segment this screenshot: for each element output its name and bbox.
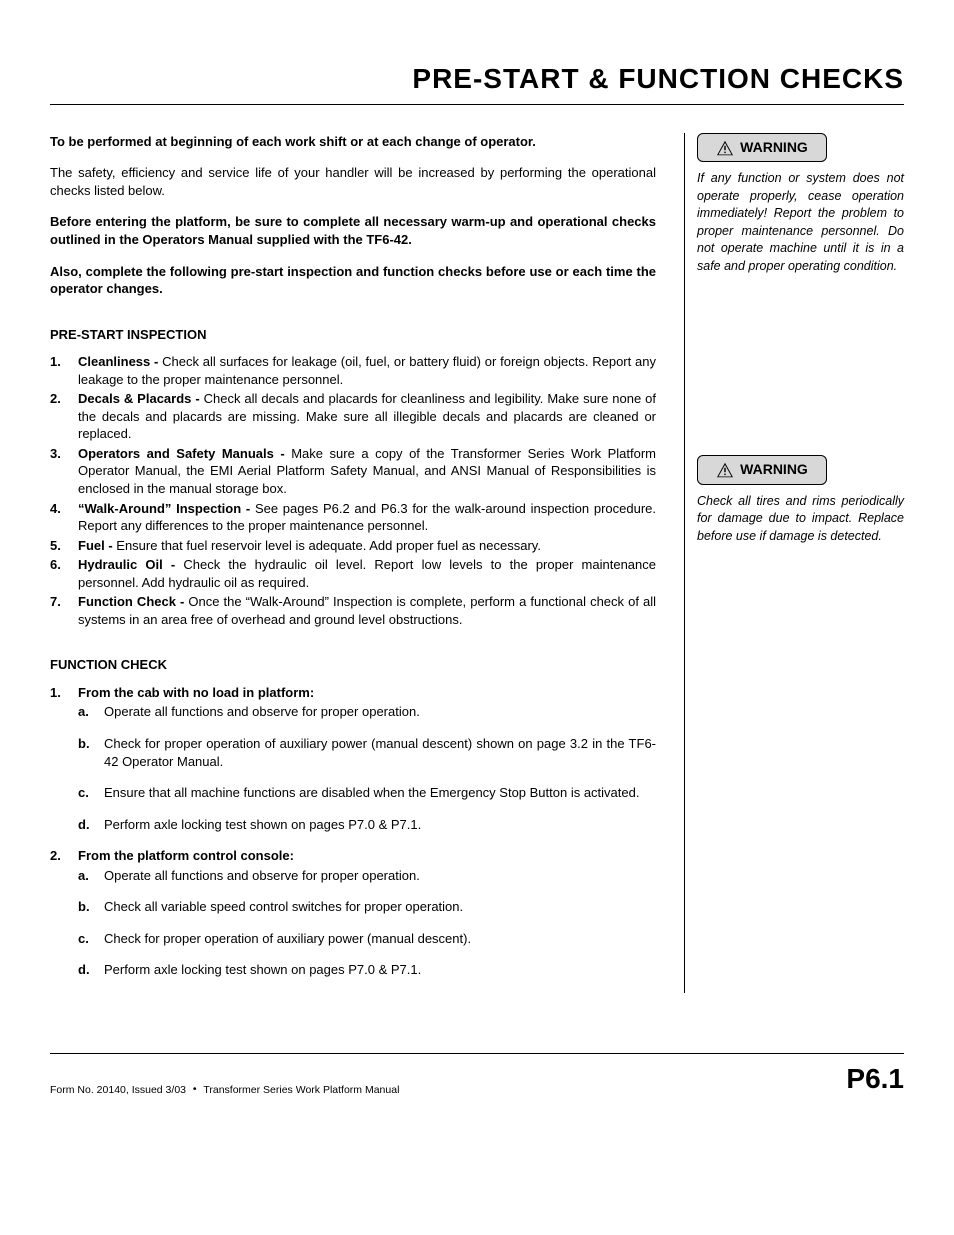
item-lead: Operators and Safety Manuals - — [78, 446, 291, 461]
prestart-item: 2.Decals & Placards - Check all decals a… — [50, 390, 656, 443]
prestart-item: 6.Hydraulic Oil - Check the hydraulic oi… — [50, 556, 656, 591]
item-text: Fuel - Ensure that fuel reservoir level … — [78, 537, 656, 555]
sub-letter: a. — [78, 867, 104, 885]
warning-text-1: If any function or system does not opera… — [697, 170, 904, 275]
sub-item: c.Check for proper operation of auxiliar… — [78, 930, 656, 948]
sub-letter: b. — [78, 735, 104, 770]
prestart-item: 7.Function Check - Once the “Walk-Around… — [50, 593, 656, 628]
item-number: 6. — [50, 556, 78, 591]
warning-label: WARNING — [740, 460, 808, 480]
bullet-icon: • — [193, 1082, 197, 1096]
group-sub-wrap: a.Operate all functions and observe for … — [50, 703, 656, 833]
sub-item: b.Check all variable speed control switc… — [78, 898, 656, 916]
item-text: Decals & Placards - Check all decals and… — [78, 390, 656, 443]
warning-block-1: WARNING If any function or system does n… — [697, 133, 904, 276]
warning-icon — [716, 462, 734, 478]
prestart-item: 3.Operators and Safety Manuals - Make su… — [50, 445, 656, 498]
sub-text: Perform axle locking test shown on pages… — [104, 816, 656, 834]
sub-list: a.Operate all functions and observe for … — [78, 867, 656, 979]
item-number: 4. — [50, 500, 78, 535]
warning-box: WARNING — [697, 455, 827, 485]
footer-left: Form No. 20140, Issued 3/03 • Transforme… — [50, 1082, 399, 1098]
sub-text: Operate all functions and observe for pr… — [104, 703, 656, 721]
warning-box: WARNING — [697, 133, 827, 163]
page-number: P6.1 — [846, 1060, 904, 1098]
page-title: PRE-START & FUNCTION CHECKS — [50, 60, 904, 105]
functioncheck-heading: FUNCTION CHECK — [50, 656, 656, 674]
prestart-heading: PRE-START INSPECTION — [50, 326, 656, 344]
item-lead: Hydraulic Oil - — [78, 557, 183, 572]
sub-item: c.Ensure that all machine functions are … — [78, 784, 656, 802]
sub-item: a.Operate all functions and observe for … — [78, 867, 656, 885]
item-number: 5. — [50, 537, 78, 555]
prestart-list: 1.Cleanliness - Check all surfaces for l… — [50, 353, 656, 628]
sub-text: Ensure that all machine functions are di… — [104, 784, 656, 802]
sub-list: a.Operate all functions and observe for … — [78, 703, 656, 833]
body-wrap: To be performed at beginning of each wor… — [50, 133, 904, 993]
group-sub-wrap: a.Operate all functions and observe for … — [50, 867, 656, 979]
sub-letter: c. — [78, 784, 104, 802]
warning-label: WARNING — [740, 138, 808, 158]
sub-item: b.Check for proper operation of auxiliar… — [78, 735, 656, 770]
prestart-item: 5.Fuel - Ensure that fuel reservoir leve… — [50, 537, 656, 555]
warning-icon — [716, 140, 734, 156]
intro-p4: Also, complete the following pre-start i… — [50, 263, 656, 298]
item-lead: “Walk-Around” Inspection - — [78, 501, 255, 516]
sub-letter: a. — [78, 703, 104, 721]
sub-text: Perform axle locking test shown on pages… — [104, 961, 656, 979]
sub-letter: c. — [78, 930, 104, 948]
functioncheck-group-head: 1.From the cab with no load in platform: — [50, 684, 656, 702]
sub-text: Operate all functions and observe for pr… — [104, 867, 656, 885]
item-text: Cleanliness - Check all surfaces for lea… — [78, 353, 656, 388]
item-lead: Decals & Placards - — [78, 391, 204, 406]
sub-item: d.Perform axle locking test shown on pag… — [78, 816, 656, 834]
functioncheck-list: 1.From the cab with no load in platform:… — [50, 684, 656, 979]
functioncheck-group-head: 2.From the platform control console: — [50, 847, 656, 865]
main-column: To be performed at beginning of each wor… — [50, 133, 656, 993]
item-number: 1. — [50, 353, 78, 388]
footer-form-no: Form No. 20140, Issued 3/03 — [50, 1083, 186, 1095]
sub-text: Check for proper operation of auxiliary … — [104, 930, 656, 948]
warning-block-2: WARNING Check all tires and rims periodi… — [697, 455, 904, 545]
item-number: 2. — [50, 390, 78, 443]
group-title: From the cab with no load in platform: — [78, 684, 656, 702]
group-number: 1. — [50, 684, 78, 702]
group-number: 2. — [50, 847, 78, 865]
sub-letter: d. — [78, 816, 104, 834]
item-lead: Cleanliness - — [78, 354, 162, 369]
intro-p2: The safety, efficiency and service life … — [50, 164, 656, 199]
sub-item: d.Perform axle locking test shown on pag… — [78, 961, 656, 979]
item-number: 3. — [50, 445, 78, 498]
sub-letter: d. — [78, 961, 104, 979]
footer-manual-name: Transformer Series Work Platform Manual — [203, 1083, 399, 1095]
warning-text-2: Check all tires and rims periodically fo… — [697, 493, 904, 546]
item-text: Function Check - Once the “Walk-Around” … — [78, 593, 656, 628]
sidebar: WARNING If any function or system does n… — [684, 133, 904, 993]
group-title: From the platform control console: — [78, 847, 656, 865]
intro-p3: Before entering the platform, be sure to… — [50, 213, 656, 248]
item-text: Hydraulic Oil - Check the hydraulic oil … — [78, 556, 656, 591]
item-lead: Function Check - — [78, 594, 188, 609]
footer: Form No. 20140, Issued 3/03 • Transforme… — [50, 1053, 904, 1098]
item-text: Operators and Safety Manuals - Make sure… — [78, 445, 656, 498]
intro-p1: To be performed at beginning of each wor… — [50, 133, 656, 151]
sub-text: Check for proper operation of auxiliary … — [104, 735, 656, 770]
prestart-item: 4.“Walk-Around” Inspection - See pages P… — [50, 500, 656, 535]
item-lead: Fuel - — [78, 538, 116, 553]
item-text: “Walk-Around” Inspection - See pages P6.… — [78, 500, 656, 535]
sub-letter: b. — [78, 898, 104, 916]
sub-text: Check all variable speed control switche… — [104, 898, 656, 916]
prestart-item: 1.Cleanliness - Check all surfaces for l… — [50, 353, 656, 388]
sub-item: a.Operate all functions and observe for … — [78, 703, 656, 721]
item-number: 7. — [50, 593, 78, 628]
